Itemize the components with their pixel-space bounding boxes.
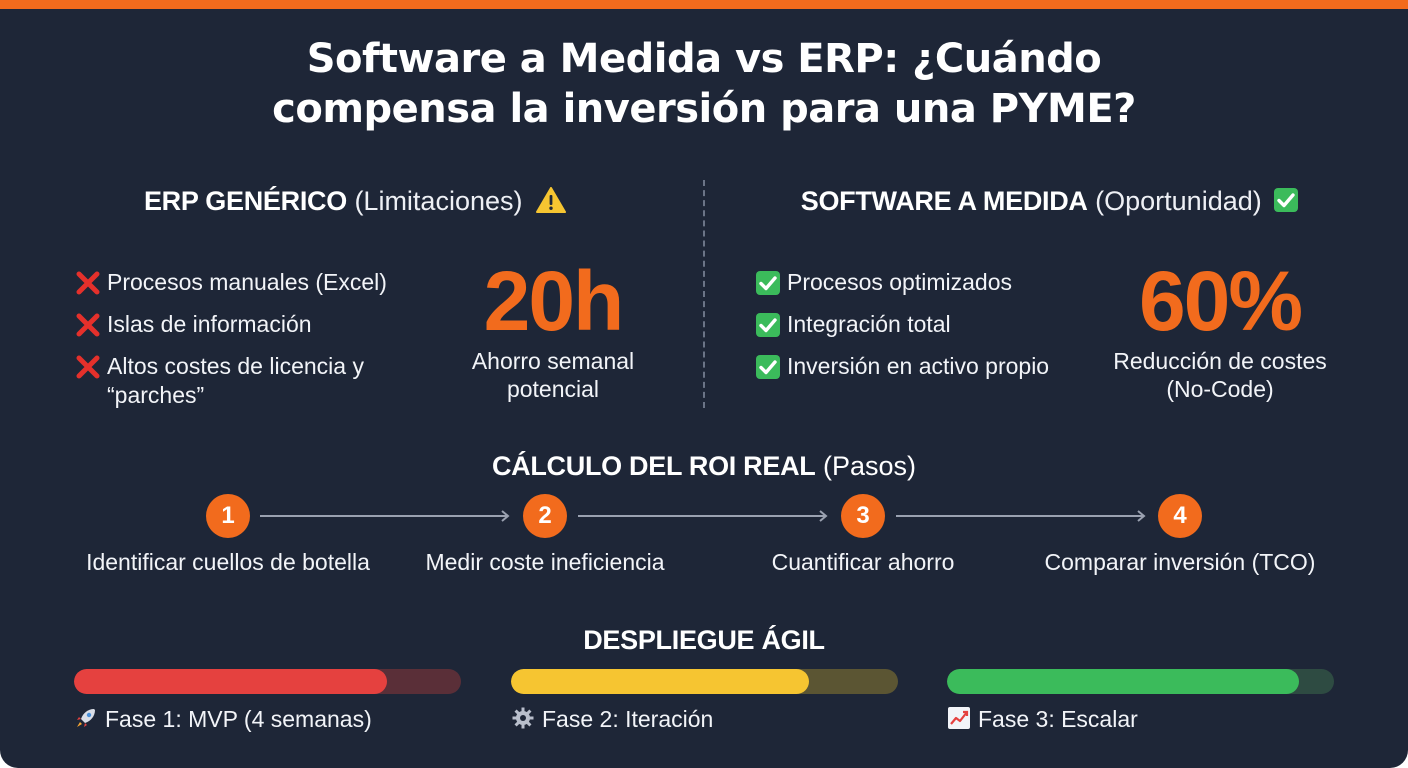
green-check-icon <box>755 312 781 338</box>
erp-item-2: Islas de información <box>107 311 312 337</box>
custom-stat-label-line-1: Reducción de costes <box>1113 348 1327 374</box>
phase-1-progress-bar <box>74 669 461 694</box>
custom-advantages-list: Procesos optimizados Integración total I… <box>755 268 1095 394</box>
step-3-circle: 3 <box>841 494 885 538</box>
step-2-circle: 2 <box>523 494 567 538</box>
erp-limitations-list: Procesos manuales (Excel) Islas de infor… <box>75 268 435 423</box>
phase-1-text: Fase 1: MVP (4 semanas) <box>105 706 372 732</box>
step-4-label: Comparar inversión (TCO) <box>1044 549 1316 575</box>
erp-item-3-cont: “parches” <box>107 382 205 408</box>
erp-stat-label-line-1: Ahorro semanal <box>471 348 635 374</box>
step-2-label: Medir coste ineficiencia <box>425 549 665 575</box>
list-item: Islas de información <box>75 310 435 339</box>
arrow-right-icon <box>578 510 828 522</box>
phase-3-label: Fase 3: Escalar <box>947 705 1138 733</box>
phase-2-progress-fill <box>511 669 809 694</box>
erp-heading-light: (Limitaciones) <box>354 186 523 216</box>
list-item: Procesos manuales (Excel) <box>75 268 435 297</box>
red-cross-icon <box>75 354 101 380</box>
red-cross-icon <box>75 312 101 338</box>
erp-item-1: Procesos manuales (Excel) <box>107 269 387 295</box>
custom-heading-light: (Oportunidad) <box>1095 186 1262 216</box>
warning-icon <box>536 186 567 213</box>
phase-1-progress-fill <box>74 669 388 694</box>
page-title: Software a Medida vs ERP: ¿Cuándo compen… <box>0 34 1408 134</box>
step-4-circle: 4 <box>1158 494 1202 538</box>
custom-stat-label-line-2: (No-Code) <box>1166 376 1274 402</box>
phase-2-label: Fase 2: Iteración <box>511 705 713 733</box>
custom-stat-label: Reducción de costes (No-Code) <box>1090 347 1350 403</box>
list-item: Inversión en activo propio <box>755 352 1095 381</box>
green-check-icon <box>755 270 781 296</box>
deploy-heading: DESPLIEGUE ÁGIL <box>0 623 1408 657</box>
erp-heading-bold: ERP GENÉRICO <box>143 186 347 216</box>
list-item: Procesos optimizados <box>755 268 1095 297</box>
erp-stat-label-line-2: potencial <box>506 376 600 402</box>
phase-2-progress-bar <box>511 669 898 694</box>
roi-heading: CÁLCULO DEL ROI REAL (Pasos) <box>0 449 1408 483</box>
roi-heading-bold: CÁLCULO DEL ROI REAL <box>491 451 816 481</box>
deploy-heading-text: DESPLIEGUE ÁGIL <box>583 625 825 655</box>
step-1-label: Identificar cuellos de botella <box>86 549 370 575</box>
erp-item-3: Altos costes de licencia y <box>107 353 364 379</box>
custom-item-1: Procesos optimizados <box>787 269 1012 295</box>
list-item: Integración total <box>755 310 1095 339</box>
green-check-icon <box>755 354 781 380</box>
erp-heading: ERP GENÉRICO (Limitaciones) <box>60 184 650 218</box>
green-check-icon <box>1273 187 1299 213</box>
title-line-1: Software a Medida vs ERP: ¿Cuándo <box>306 36 1102 82</box>
custom-heading: SOFTWARE A MEDIDA (Oportunidad) <box>740 184 1360 218</box>
phase-3-progress-fill <box>947 669 1300 694</box>
chart-up-icon <box>947 706 971 730</box>
custom-heading-bold: SOFTWARE A MEDIDA <box>800 186 1088 216</box>
step-1-circle: 1 <box>206 494 250 538</box>
phase-2-text: Fase 2: Iteración <box>542 706 714 732</box>
custom-stat-value: 60% <box>1138 254 1303 348</box>
arrow-right-icon <box>260 510 510 522</box>
phase-1-label: Fase 1: MVP (4 semanas) <box>74 705 372 733</box>
erp-stat-value: 20h <box>483 254 625 348</box>
column-divider <box>703 180 705 408</box>
custom-item-3: Inversión en activo propio <box>787 353 1050 379</box>
top-accent-bar <box>0 0 1408 9</box>
custom-item-2: Integración total <box>787 311 951 337</box>
phase-3-text: Fase 3: Escalar <box>978 706 1138 732</box>
erp-stat-label: Ahorro semanal potencial <box>430 347 676 403</box>
step-3-label: Cuantificar ahorro <box>771 549 955 575</box>
roi-heading-light: (Pasos) <box>822 451 917 481</box>
red-cross-icon <box>75 270 101 296</box>
gear-icon <box>511 706 535 730</box>
rocket-icon <box>74 706 98 730</box>
arrow-right-icon <box>896 510 1146 522</box>
title-line-2: compensa la inversión para una PYME? <box>272 86 1136 132</box>
phase-3-progress-bar <box>947 669 1334 694</box>
list-item: Altos costes de licencia y “parches” <box>75 352 435 410</box>
